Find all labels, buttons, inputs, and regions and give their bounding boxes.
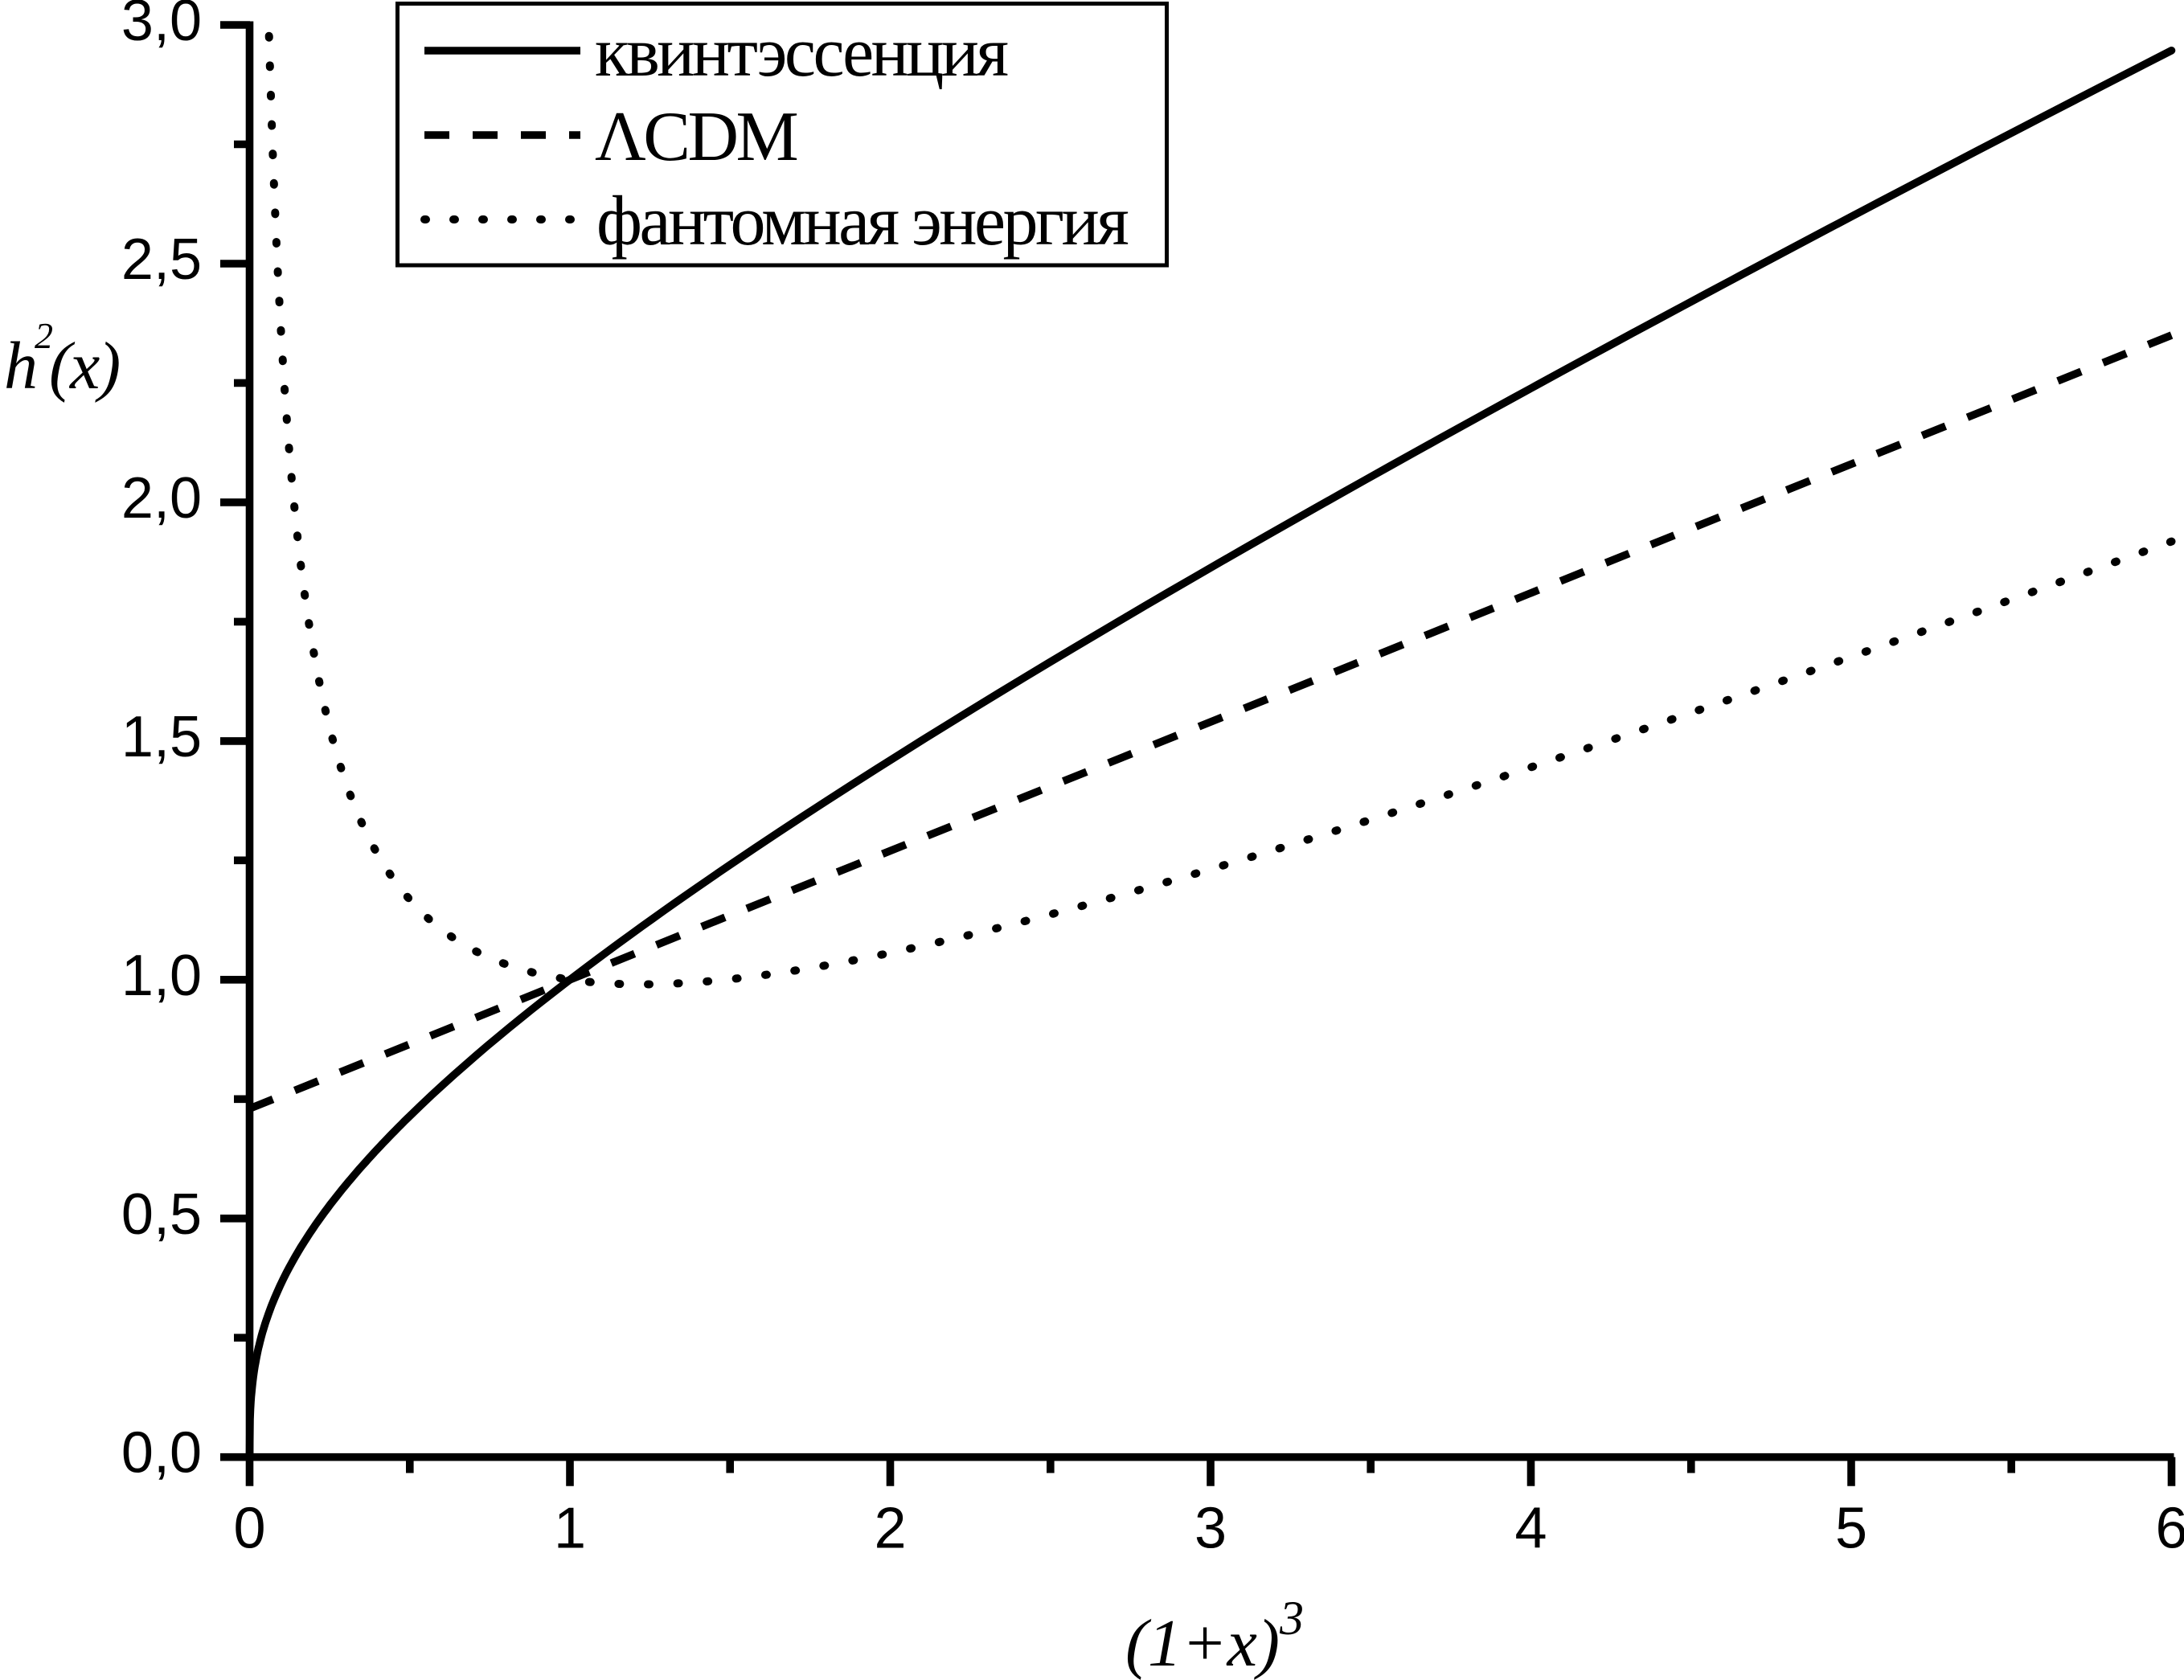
svg-text:4: 4 bbox=[1514, 1496, 1547, 1560]
svg-text:3,0: 3,0 bbox=[121, 0, 202, 53]
svg-text:(x): (x) bbox=[49, 329, 119, 404]
svg-text:1: 1 bbox=[554, 1496, 586, 1560]
svg-text:0: 0 bbox=[233, 1496, 265, 1560]
svg-text:1,0: 1,0 bbox=[121, 944, 202, 1008]
svg-text:5: 5 bbox=[1835, 1496, 1867, 1560]
svg-text:3: 3 bbox=[1194, 1496, 1227, 1560]
svg-text:0,0: 0,0 bbox=[121, 1421, 202, 1485]
svg-text:ΛCDM: ΛCDM bbox=[595, 98, 797, 176]
svg-text:0,5: 0,5 bbox=[121, 1182, 202, 1247]
svg-text:2: 2 bbox=[35, 315, 53, 356]
svg-text:2: 2 bbox=[874, 1496, 906, 1560]
svg-text:2,5: 2,5 bbox=[121, 227, 202, 292]
svg-text:квинтэссенция: квинтэссенция bbox=[595, 14, 1007, 92]
svg-text:h: h bbox=[4, 329, 38, 404]
svg-text:фантомная энергия: фантомная энергия bbox=[596, 182, 1128, 260]
svg-text:2,0: 2,0 bbox=[121, 466, 202, 531]
svg-text:3: 3 bbox=[1279, 1592, 1304, 1645]
svg-text:1,5: 1,5 bbox=[121, 705, 202, 769]
svg-text:6: 6 bbox=[2155, 1496, 2184, 1560]
svg-text:(1+x): (1+x) bbox=[1125, 1606, 1280, 1680]
